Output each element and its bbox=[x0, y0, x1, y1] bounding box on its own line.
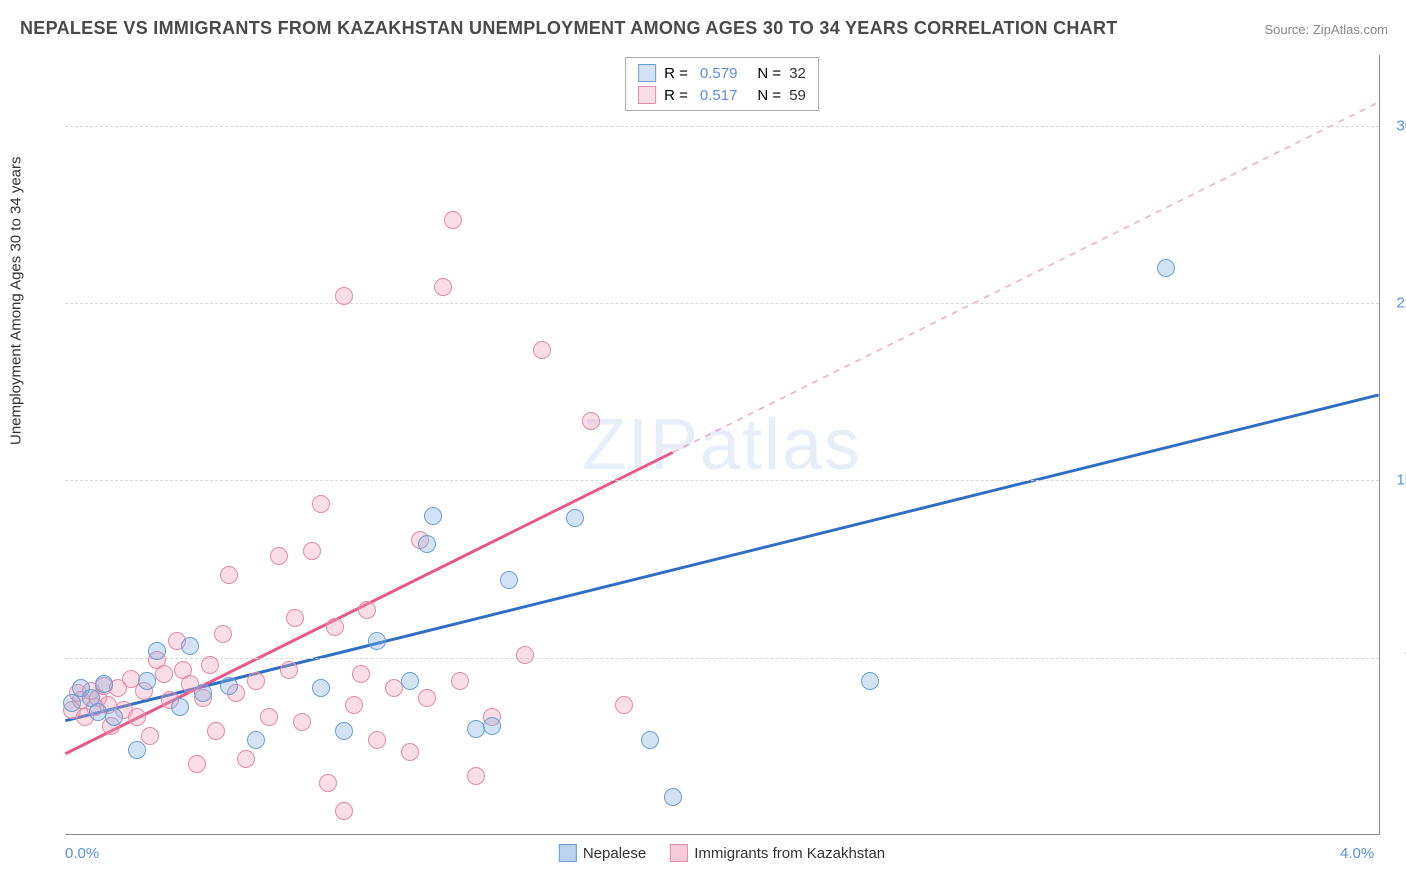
n-value: 59 bbox=[789, 87, 806, 104]
data-point bbox=[207, 722, 225, 740]
data-point bbox=[335, 802, 353, 820]
data-point bbox=[566, 509, 584, 527]
data-point bbox=[582, 412, 600, 430]
data-point bbox=[95, 675, 113, 693]
legend-swatch bbox=[638, 86, 656, 104]
data-point bbox=[181, 637, 199, 655]
plot-area: ZIPatlas R = 0.579N = 32R = 0.517N = 59 … bbox=[65, 55, 1380, 835]
y-tick-label: 30.0% bbox=[1396, 117, 1406, 134]
y-axis-label: Unemployment Among Ages 30 to 34 years bbox=[8, 156, 25, 445]
data-point bbox=[148, 642, 166, 660]
series-legend: Nepalese Immigrants from Kazakhstan bbox=[559, 844, 885, 862]
data-point bbox=[345, 696, 363, 714]
r-label: R = bbox=[664, 87, 688, 104]
data-point bbox=[335, 722, 353, 740]
legend-label: Nepalese bbox=[583, 845, 646, 862]
data-point bbox=[247, 731, 265, 749]
data-point bbox=[220, 677, 238, 695]
data-point bbox=[401, 672, 419, 690]
data-point bbox=[500, 571, 518, 589]
data-point bbox=[128, 741, 146, 759]
data-point bbox=[138, 672, 156, 690]
data-point bbox=[293, 713, 311, 731]
trend-line-solid bbox=[65, 395, 1378, 721]
data-point bbox=[385, 679, 403, 697]
data-point bbox=[155, 665, 173, 683]
data-point bbox=[237, 750, 255, 768]
data-point bbox=[352, 665, 370, 683]
x-tick-label: 4.0% bbox=[1340, 845, 1374, 862]
data-point bbox=[418, 689, 436, 707]
data-point bbox=[194, 684, 212, 702]
data-point bbox=[105, 708, 123, 726]
data-point bbox=[335, 287, 353, 305]
gridline bbox=[65, 126, 1379, 127]
data-point bbox=[418, 535, 436, 553]
n-value: 32 bbox=[789, 65, 806, 82]
data-point bbox=[424, 507, 442, 525]
data-point bbox=[861, 672, 879, 690]
data-point bbox=[141, 727, 159, 745]
y-tick-label: 15.0% bbox=[1396, 472, 1406, 489]
data-point bbox=[286, 609, 304, 627]
data-point bbox=[319, 774, 337, 792]
data-point bbox=[401, 743, 419, 761]
n-label: N = bbox=[757, 87, 781, 104]
legend-swatch bbox=[670, 844, 688, 862]
legend-stat-row: R = 0.579 N = 32 bbox=[638, 62, 806, 84]
y-tick-label: 22.5% bbox=[1396, 295, 1406, 312]
data-point bbox=[664, 788, 682, 806]
data-point bbox=[483, 717, 501, 735]
data-point bbox=[444, 211, 462, 229]
data-point bbox=[451, 672, 469, 690]
gridline bbox=[65, 480, 1379, 481]
data-point bbox=[641, 731, 659, 749]
chart-container: NEPALESE VS IMMIGRANTS FROM KAZAKHSTAN U… bbox=[0, 0, 1406, 892]
data-point bbox=[128, 708, 146, 726]
data-point bbox=[214, 625, 232, 643]
data-point bbox=[220, 566, 238, 584]
data-point bbox=[516, 646, 534, 664]
data-point bbox=[467, 720, 485, 738]
r-label: R = bbox=[664, 65, 688, 82]
correlation-legend: R = 0.579 N = 32 R = 0.517 N = 59 bbox=[625, 57, 819, 111]
source-label: Source: ZipAtlas.com bbox=[1264, 22, 1388, 37]
data-point bbox=[280, 661, 298, 679]
data-point bbox=[434, 278, 452, 296]
data-point bbox=[247, 672, 265, 690]
data-point bbox=[89, 703, 107, 721]
trend-line-dashed bbox=[673, 102, 1379, 452]
data-point bbox=[326, 618, 344, 636]
data-point bbox=[312, 679, 330, 697]
data-point bbox=[188, 755, 206, 773]
legend-label: Immigrants from Kazakhstan bbox=[694, 845, 885, 862]
data-point bbox=[368, 632, 386, 650]
legend-swatch bbox=[638, 64, 656, 82]
watermark: ZIPatlas bbox=[582, 404, 862, 486]
legend-item: Nepalese bbox=[559, 844, 646, 862]
legend-item: Immigrants from Kazakhstan bbox=[670, 844, 885, 862]
legend-swatch bbox=[559, 844, 577, 862]
data-point bbox=[260, 708, 278, 726]
data-point bbox=[171, 698, 189, 716]
legend-stat-row: R = 0.517 N = 59 bbox=[638, 84, 806, 106]
n-label: N = bbox=[757, 65, 781, 82]
data-point bbox=[467, 767, 485, 785]
x-tick-label: 0.0% bbox=[65, 845, 99, 862]
data-point bbox=[201, 656, 219, 674]
data-point bbox=[615, 696, 633, 714]
r-value: 0.517 bbox=[700, 87, 738, 104]
data-point bbox=[368, 731, 386, 749]
data-point bbox=[312, 495, 330, 513]
gridline bbox=[65, 658, 1379, 659]
data-point bbox=[358, 601, 376, 619]
data-point bbox=[533, 341, 551, 359]
data-point bbox=[1157, 259, 1175, 277]
r-value: 0.579 bbox=[700, 65, 738, 82]
gridline bbox=[65, 303, 1379, 304]
data-point bbox=[303, 542, 321, 560]
chart-title: NEPALESE VS IMMIGRANTS FROM KAZAKHSTAN U… bbox=[20, 18, 1118, 39]
data-point bbox=[270, 547, 288, 565]
